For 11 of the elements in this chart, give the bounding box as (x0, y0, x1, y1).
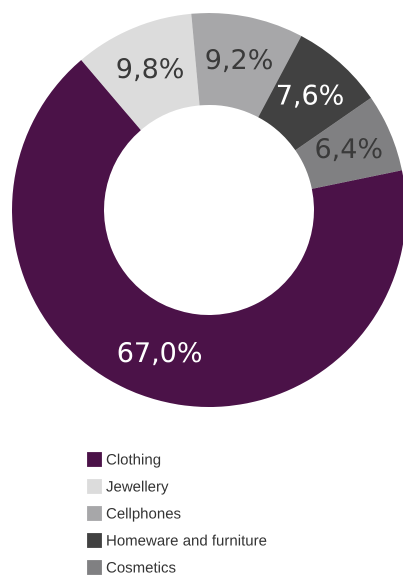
data-label: 67,0% (116, 338, 202, 369)
data-label: 6,4% (314, 134, 384, 166)
data-label: 9,8% (116, 54, 184, 85)
donut-slice (81, 14, 200, 130)
legend-label: Clothing (106, 452, 162, 468)
data-label: 7,6% (276, 80, 344, 112)
legend-label: Homeware and furniture (106, 532, 267, 550)
legend-label: Cosmetics (106, 560, 176, 576)
legend-label: Jewellery (106, 478, 170, 496)
data-label: 9,2% (204, 45, 274, 76)
legend-label: Cellphones (106, 506, 182, 522)
